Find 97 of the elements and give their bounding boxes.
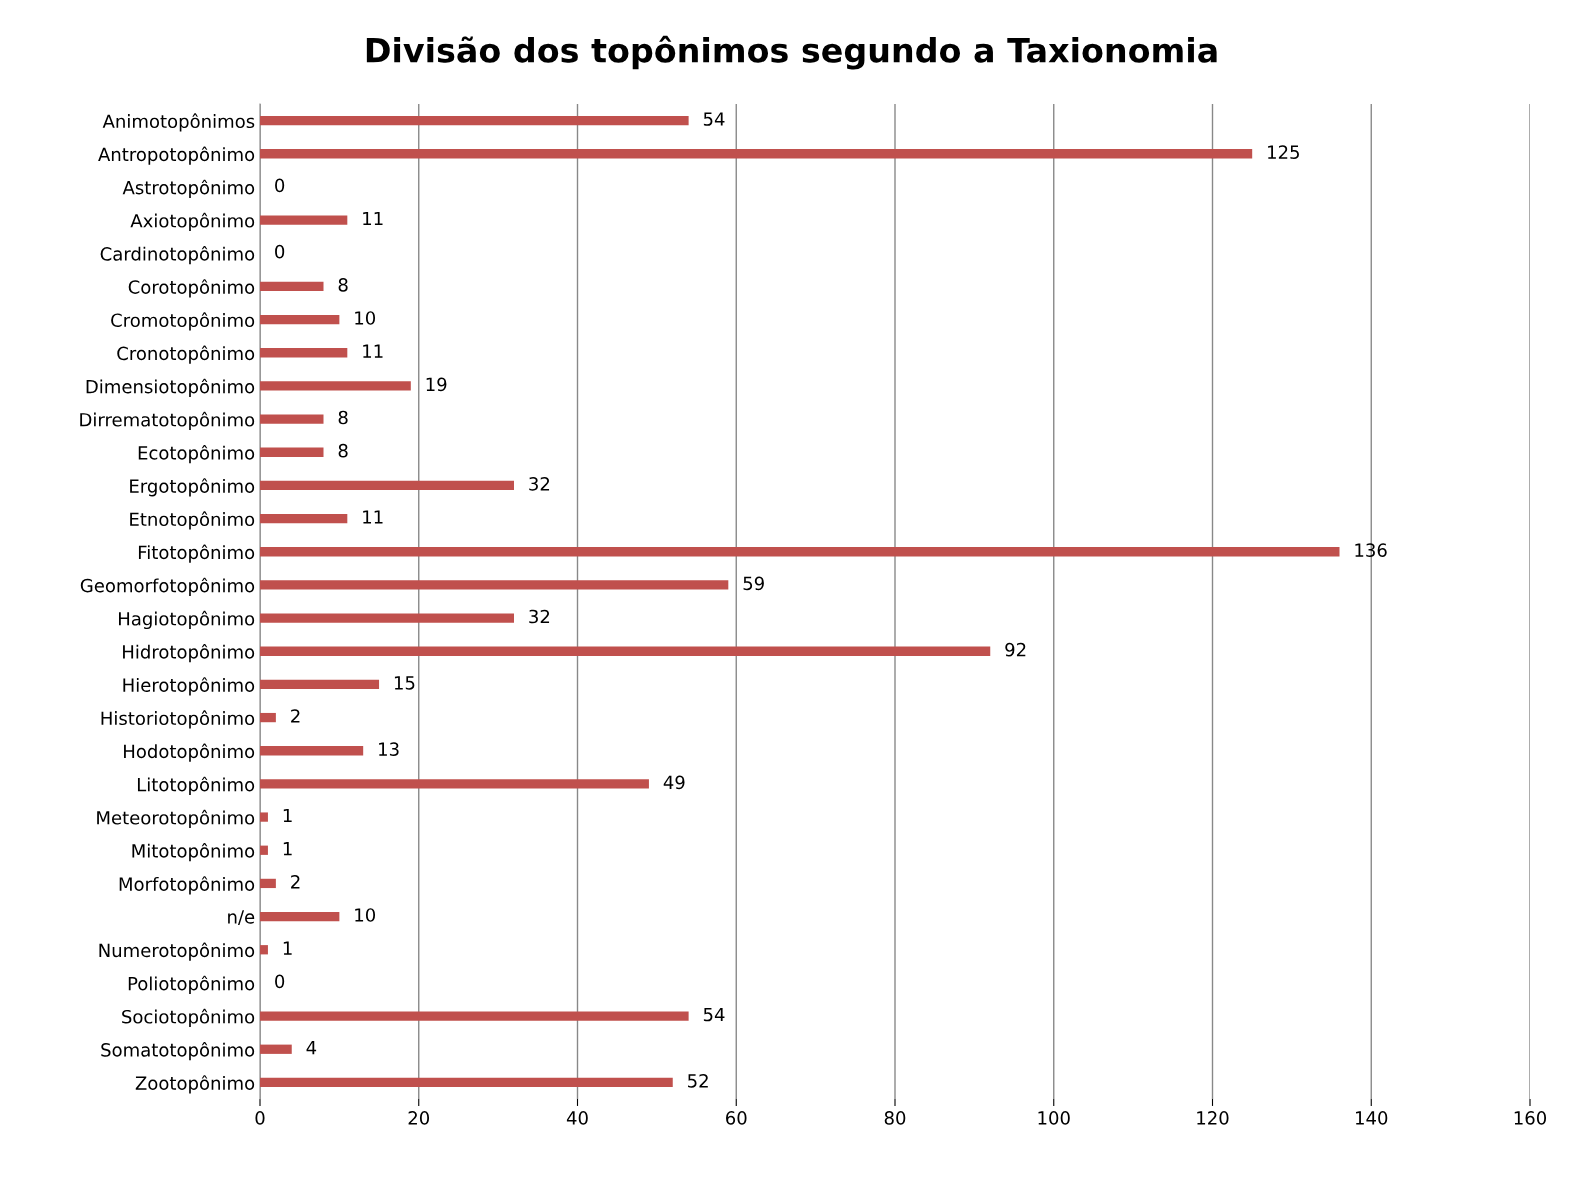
y-tick-label: Numerotopônimo: [99, 942, 255, 961]
data-label: 11: [363, 211, 383, 226]
y-tick-label: Astrotopônimo: [122, 179, 255, 198]
y-tick-label: Somatotopônimo: [101, 1042, 255, 1061]
data-label: 10: [355, 908, 376, 922]
data-label: 2: [291, 875, 300, 889]
bar: [260, 115, 689, 126]
bar: [260, 779, 649, 789]
data-label: 11: [363, 344, 383, 358]
data-label: 54: [703, 1007, 725, 1022]
bar: [260, 679, 380, 690]
x-tick-label: 120: [1197, 1111, 1229, 1125]
bar: [260, 712, 276, 723]
x-tick-label: 140: [1356, 1111, 1388, 1125]
data-label: 13: [379, 742, 399, 756]
y-tick-label: Antropotopônimo: [98, 146, 255, 165]
bar: [260, 381, 411, 391]
y-tick-label: Morfotopônimo: [119, 876, 255, 895]
y-tick-label: Dimensiotopônimo: [86, 378, 255, 397]
bar: [260, 580, 729, 590]
data-label: 92: [1005, 642, 1026, 657]
data-label: 0: [275, 244, 285, 259]
bar: [260, 845, 268, 855]
bar: [260, 1044, 292, 1054]
data-label: 32: [529, 477, 550, 491]
y-tick-label: Sociotopônimo: [122, 1008, 255, 1028]
bar: [260, 447, 324, 457]
chart-title: Divisão dos topônimos segundo a Taxionomia: [366, 35, 1217, 70]
x-tick-label: 80: [884, 1111, 906, 1125]
y-tick-label: Corotopônimo: [128, 279, 255, 298]
y-tick-label: Litotopônimo: [137, 776, 255, 795]
data-label: 32: [529, 609, 550, 624]
y-tick-label: Ergotopônimo: [130, 478, 255, 497]
y-tick-label: Cardinotopônimo: [100, 246, 255, 265]
bar: [260, 1011, 689, 1021]
y-tick-label: Geomorfotopônimo: [80, 577, 255, 596]
data-label: 1: [283, 941, 292, 955]
data-label: 15: [394, 676, 415, 690]
y-tick-label: Cronotopônimo: [117, 345, 255, 364]
data-label: 59: [743, 576, 764, 591]
data-label: 52: [688, 1074, 708, 1088]
y-tick-label: Ecotopônimo: [138, 445, 255, 464]
bar: [260, 414, 324, 424]
bar: [260, 547, 1340, 557]
data-label: 0: [275, 974, 285, 989]
y-tick-label: Zootopônimo: [135, 1075, 255, 1094]
data-label: 49: [663, 775, 685, 790]
y-tick-label: Fitotopônimo: [138, 544, 255, 563]
bar: [260, 613, 514, 623]
bar: [260, 215, 348, 225]
data-label: 136: [1355, 543, 1387, 557]
y-tick-label: Mitotopônimo: [132, 843, 255, 862]
bar: [260, 480, 514, 491]
bar: [260, 878, 276, 889]
y-tick-label: n/e: [228, 910, 255, 926]
bar: [260, 945, 268, 955]
bar: [260, 314, 340, 325]
data-label: 8: [338, 443, 348, 458]
x-tick-label: 100: [1038, 1111, 1070, 1125]
data-label: 54: [703, 112, 725, 126]
y-tick-label: Dirrematotopônimo: [80, 411, 255, 431]
bar: [260, 746, 364, 756]
bar: [260, 646, 991, 656]
data-label: 11: [363, 510, 383, 524]
bar: [260, 812, 268, 822]
y-tick-label: Etnotopônimo: [130, 511, 255, 530]
data-label: 1: [283, 842, 292, 856]
bar: [260, 513, 348, 524]
x-tick-label: 0: [255, 1111, 265, 1125]
data-label: 2: [291, 709, 300, 723]
data-label: 125: [1268, 145, 1299, 159]
y-tick-label: Axiotopônimo: [130, 212, 255, 232]
y-tick-label: Hierotopônimo: [123, 677, 255, 696]
x-tick-label: 20: [408, 1111, 430, 1125]
y-tick-label: Poliotopônimo: [128, 975, 255, 994]
bar: [260, 911, 340, 922]
y-tick-label: Historiotopônimo: [101, 710, 255, 729]
data-label: 10: [355, 311, 376, 325]
y-tick-label: Meteorotopônimo: [97, 809, 255, 829]
data-label: 19: [426, 377, 447, 392]
y-tick-label: Cromotopônimo: [111, 312, 255, 331]
data-label: 1: [283, 808, 292, 823]
x-tick-label: 40: [566, 1111, 588, 1125]
x-tick-label: 60: [726, 1111, 747, 1125]
y-tick-label: Hagiotopônimo: [119, 610, 255, 630]
data-label: 0: [275, 178, 285, 193]
y-tick-label: Hodotopônimo: [124, 743, 255, 762]
data-label: 8: [338, 410, 348, 425]
bar: [260, 149, 1253, 159]
bar: [260, 1077, 673, 1088]
bar: [260, 348, 348, 358]
y-tick-label: Hidrotopônimo: [123, 644, 255, 663]
x-tick-label: 160: [1514, 1111, 1547, 1125]
data-label: 4: [306, 1041, 317, 1055]
data-label: 8: [338, 278, 348, 292]
bar: [260, 281, 324, 292]
y-tick-label: Animotopônimos: [102, 113, 255, 132]
